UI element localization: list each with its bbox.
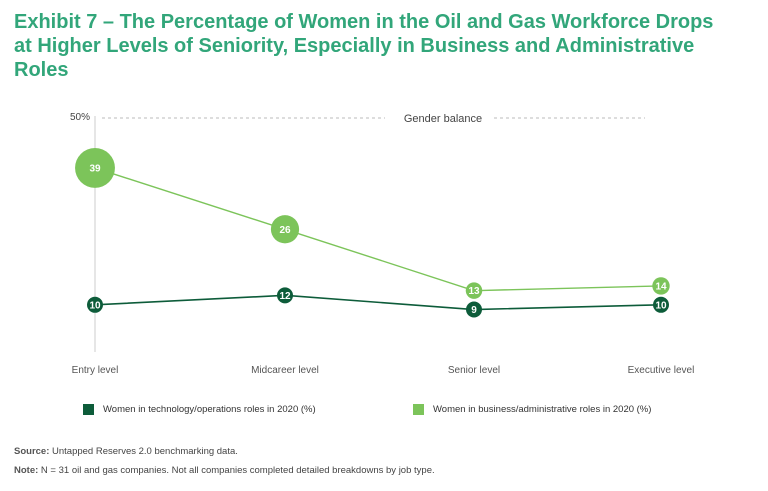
x-tick-label-senior-level: Senior level (448, 365, 500, 376)
x-tick-label-executive-level: Executive level (628, 365, 695, 376)
title-line-1: Exhibit 7 – The Percentage of Women in t… (14, 11, 714, 33)
data-label-tech-entry-level: 10 (89, 300, 101, 311)
footnotes: Source: Untapped Reserves 2.0 benchmarki… (14, 446, 435, 484)
legend-swatch-tech (83, 404, 94, 415)
point-business-executive-level (652, 277, 670, 295)
chart-title: Exhibit 7 – The Percentage of Women in t… (14, 10, 759, 82)
legend-label-tech: Women in technology/operations roles in … (103, 404, 316, 415)
y-tick-label: 50% (70, 112, 90, 123)
data-label-tech-executive-level: 10 (655, 300, 667, 311)
note-text: N = 31 oil and gas companies. Not all co… (40, 465, 435, 476)
data-label-business-executive-level: 14 (655, 281, 667, 292)
legend-item-tech: Women in technology/operations roles in … (83, 404, 316, 415)
data-label-business-senior-level: 13 (468, 286, 480, 297)
legend-swatch-business (413, 404, 424, 415)
source-note: Source: Untapped Reserves 2.0 benchmarki… (14, 446, 435, 457)
point-business-midcareer-level (270, 215, 300, 244)
point-tech-executive-level (653, 296, 669, 313)
point-tech-senior-level (466, 301, 482, 318)
reference-line-label: Gender balance (404, 113, 482, 125)
x-tick-label-entry-level: Entry level (72, 365, 119, 376)
x-tick-label-midcareer-level: Midcareer level (251, 365, 319, 376)
title-line-3: Roles (14, 59, 69, 81)
source-text: Untapped Reserves 2.0 benchmarking data. (52, 446, 238, 457)
point-business-entry-level (75, 147, 115, 188)
point-tech-entry-level (87, 296, 103, 313)
data-label-tech-senior-level: 9 (471, 305, 477, 316)
note-line: Note: N = 31 oil and gas companies. Not … (14, 465, 435, 476)
line-chart: 50% Gender balance Entry level Midcareer le… (70, 112, 695, 376)
legend-item-business: Women in business/administrative roles i… (413, 404, 651, 415)
note-label: Note: (14, 465, 39, 476)
point-tech-midcareer-level (277, 287, 293, 304)
title-line-2: at Higher Levels of Seniority, Especiall… (14, 35, 695, 57)
data-label-tech-midcareer-level: 12 (279, 291, 291, 302)
legend-label-business: Women in business/administrative roles i… (433, 404, 652, 415)
chart-legend: Women in technology/operations roles in … (0, 404, 768, 424)
series-line-business (94, 167, 662, 292)
data-label-business-entry-level: 39 (89, 163, 101, 174)
source-label: Source: (14, 446, 50, 457)
series-line-tech (94, 294, 662, 311)
data-label-business-midcareer-level: 26 (279, 225, 291, 236)
point-business-senior-level (465, 282, 483, 299)
